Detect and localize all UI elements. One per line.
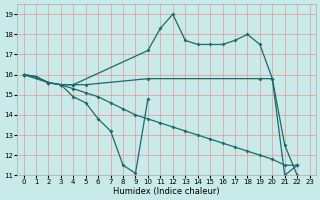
X-axis label: Humidex (Indice chaleur): Humidex (Indice chaleur) — [113, 187, 220, 196]
